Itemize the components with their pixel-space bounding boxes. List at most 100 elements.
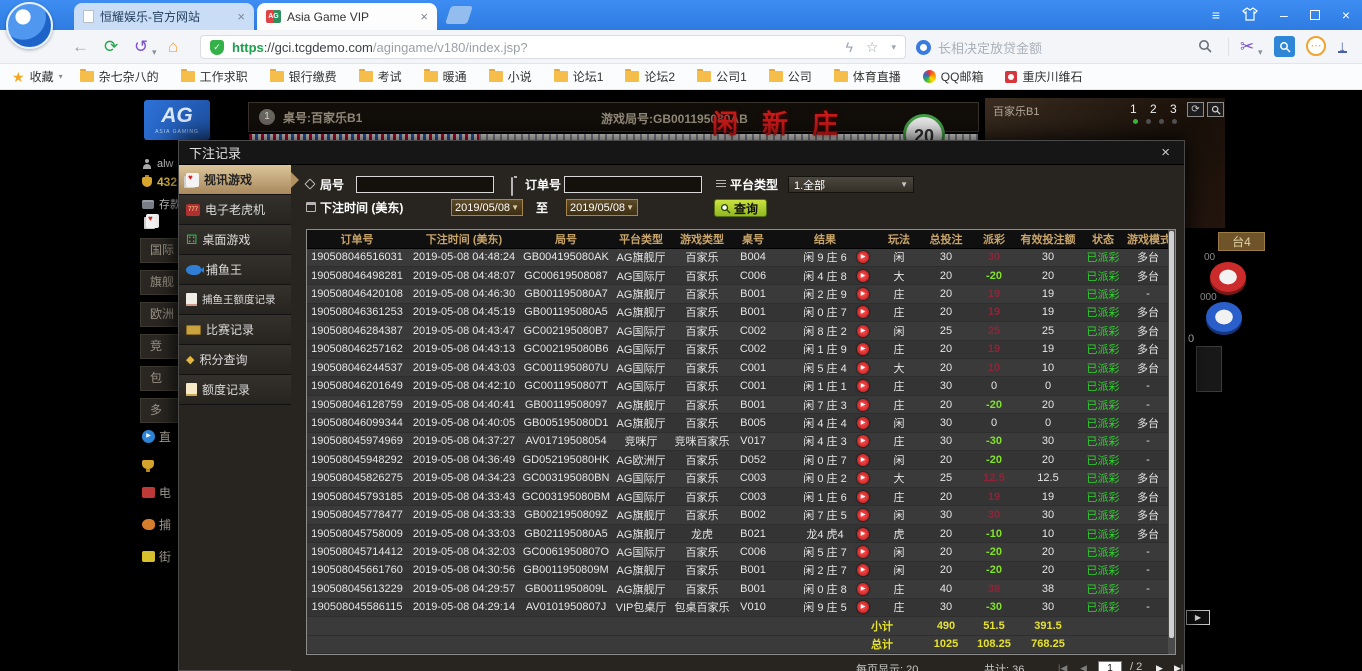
replay-icon[interactable]	[857, 343, 869, 356]
close-window-icon[interactable]: ×	[1341, 7, 1350, 23]
replay-icon[interactable]	[857, 527, 869, 540]
bookmark-item[interactable]: 杂七杂八的	[79, 68, 164, 85]
download-icon[interactable]: ↓	[1338, 37, 1347, 56]
assistant-icon[interactable]: ⋯	[1306, 36, 1326, 56]
replay-icon[interactable]	[857, 251, 869, 264]
camera-numbers[interactable]: 1 2 3 4	[1130, 102, 1202, 116]
query-button[interactable]: 查询	[714, 199, 768, 217]
back-button[interactable]: ←	[72, 37, 89, 56]
bookmark-item[interactable]: 暖通	[423, 68, 472, 85]
game-category-item[interactable]: 捕	[142, 516, 171, 533]
undo-caret-icon[interactable]: ▾	[152, 47, 157, 57]
order-cell: 190508045974969	[307, 432, 407, 452]
page-input[interactable]: 1	[1098, 661, 1122, 671]
chip-blue[interactable]	[1206, 302, 1242, 332]
payout-cell: 38	[971, 579, 1017, 599]
bookmark-item[interactable]: 收藏 ▾	[12, 68, 63, 85]
date-from-picker[interactable]: 2019/05/08 ▼	[451, 199, 523, 216]
minimize-icon[interactable]: –	[1280, 7, 1288, 23]
page-search-icon[interactable]	[1274, 36, 1295, 57]
table-scrollbar-track[interactable]	[1168, 230, 1175, 654]
modal-menu-item[interactable]: 电子老虎机	[179, 195, 291, 225]
search-suggestion[interactable]: 长相决定放贷金额	[916, 38, 1042, 57]
modal-menu-item[interactable]: 比赛记录	[179, 315, 291, 345]
next-page-icon[interactable]: ▶	[1156, 663, 1163, 671]
replay-icon[interactable]	[857, 306, 869, 319]
maximize-icon[interactable]	[1309, 10, 1320, 20]
bookmark-item[interactable]: 小说	[488, 68, 537, 85]
bookmark-item[interactable]: 公司1	[697, 68, 752, 85]
replay-icon[interactable]	[857, 398, 869, 411]
refresh-button[interactable]: ⟳	[104, 37, 119, 56]
replay-icon[interactable]	[857, 288, 869, 301]
undo-button[interactable]: ↺	[134, 37, 149, 56]
video-zoom-icon[interactable]	[1207, 102, 1224, 117]
screenshot-caret-icon[interactable]: ▾	[1258, 47, 1263, 57]
modal-menu-item[interactable]: 积分查询	[179, 345, 291, 375]
replay-icon[interactable]	[857, 564, 869, 577]
round-cell: GC002195080B7	[521, 321, 611, 341]
replay-icon[interactable]	[857, 324, 869, 337]
bookmark-item[interactable]: 论坛2	[625, 68, 680, 85]
last-page-icon[interactable]: ▶|	[1174, 663, 1184, 671]
deposit-button[interactable]: 存款	[142, 196, 181, 212]
chip-red[interactable]	[1210, 262, 1246, 292]
game-category-item[interactable]: 直	[142, 428, 171, 445]
modal-menu-item[interactable]: 捕鱼王额度记录	[179, 285, 291, 315]
replay-icon[interactable]	[857, 380, 869, 393]
bookmark-item[interactable]: 公司	[768, 68, 817, 85]
replay-icon[interactable]	[857, 509, 869, 522]
browser-tab[interactable]: 恒耀娱乐-官方网站 ×	[74, 3, 254, 30]
browser-tab[interactable]: Asia Game VIP ×	[257, 3, 437, 30]
platform-select[interactable]: 1.全部 ▼	[788, 176, 914, 193]
date-to-picker[interactable]: 2019/05/08 ▼	[566, 199, 638, 216]
modal-close-icon[interactable]: ×	[1161, 144, 1170, 161]
bookmark-caret-icon[interactable]: ▾	[891, 41, 896, 52]
modal-menu-item[interactable]: 捕鱼王	[179, 255, 291, 285]
prev-page-icon[interactable]: ◀	[1080, 663, 1087, 671]
bookmark-item[interactable]: 考试	[358, 68, 407, 85]
bookmark-star-icon[interactable]: ☆	[865, 38, 879, 55]
bookmark-item[interactable]: QQ邮箱	[922, 68, 989, 85]
modal-menu-item[interactable]: 桌面游戏	[179, 225, 291, 255]
bookmark-item[interactable]: 体育直播	[833, 68, 906, 85]
table-scrollbar-thumb[interactable]	[1169, 231, 1174, 639]
replay-icon[interactable]	[857, 435, 869, 448]
replay-icon[interactable]	[857, 601, 869, 614]
replay-icon[interactable]	[857, 453, 869, 466]
url-text[interactable]: https://gci.tcgdemo.com/agingame/v180/in…	[232, 40, 528, 55]
modal-menu-item[interactable]: 额度记录	[179, 375, 291, 405]
bookmark-item[interactable]: 工作求职	[180, 68, 253, 85]
security-shield-icon[interactable]: ✓	[210, 39, 224, 55]
replay-icon[interactable]	[857, 545, 869, 558]
modal-menu-item[interactable]: 视讯游戏	[179, 165, 299, 195]
game-category-item[interactable]	[142, 460, 171, 472]
replay-icon[interactable]	[857, 582, 869, 595]
replay-icon[interactable]	[857, 361, 869, 374]
game-category-item[interactable]: 街	[142, 548, 171, 565]
replay-icon[interactable]	[857, 417, 869, 429]
bookmark-item[interactable]: 重庆川维石	[1005, 68, 1087, 85]
browser-logo-icon[interactable]	[6, 2, 53, 49]
replay-icon[interactable]	[857, 490, 869, 503]
order-number-input[interactable]	[564, 176, 702, 193]
skin-icon[interactable]	[1242, 7, 1258, 23]
menu-icon[interactable]: ≡	[1211, 7, 1221, 23]
bookmark-item[interactable]: 论坛1	[553, 68, 609, 85]
first-page-icon[interactable]: |◀	[1058, 663, 1068, 671]
accelerate-icon[interactable]: ϟ	[845, 39, 853, 55]
home-button[interactable]: ⌂	[168, 37, 179, 56]
round-number-input[interactable]	[356, 176, 494, 193]
new-tab-button[interactable]	[445, 6, 473, 24]
url-bar[interactable]: ✓ https://gci.tcgdemo.com/agingame/v180/…	[200, 35, 906, 59]
bookmark-item[interactable]: 银行缴费	[269, 68, 342, 85]
replay-icon[interactable]	[857, 472, 869, 485]
tab-close-icon[interactable]: ×	[237, 9, 245, 24]
search-icon[interactable]	[1198, 39, 1212, 58]
video-control-icon[interactable]: ▶	[1186, 610, 1210, 625]
video-refresh-icon[interactable]: ⟳	[1187, 102, 1204, 117]
game-category-item[interactable]: 电	[142, 484, 171, 501]
screenshot-icon[interactable]: ✂	[1240, 37, 1255, 56]
replay-icon[interactable]	[857, 269, 869, 282]
tab-close-icon[interactable]: ×	[420, 9, 428, 24]
